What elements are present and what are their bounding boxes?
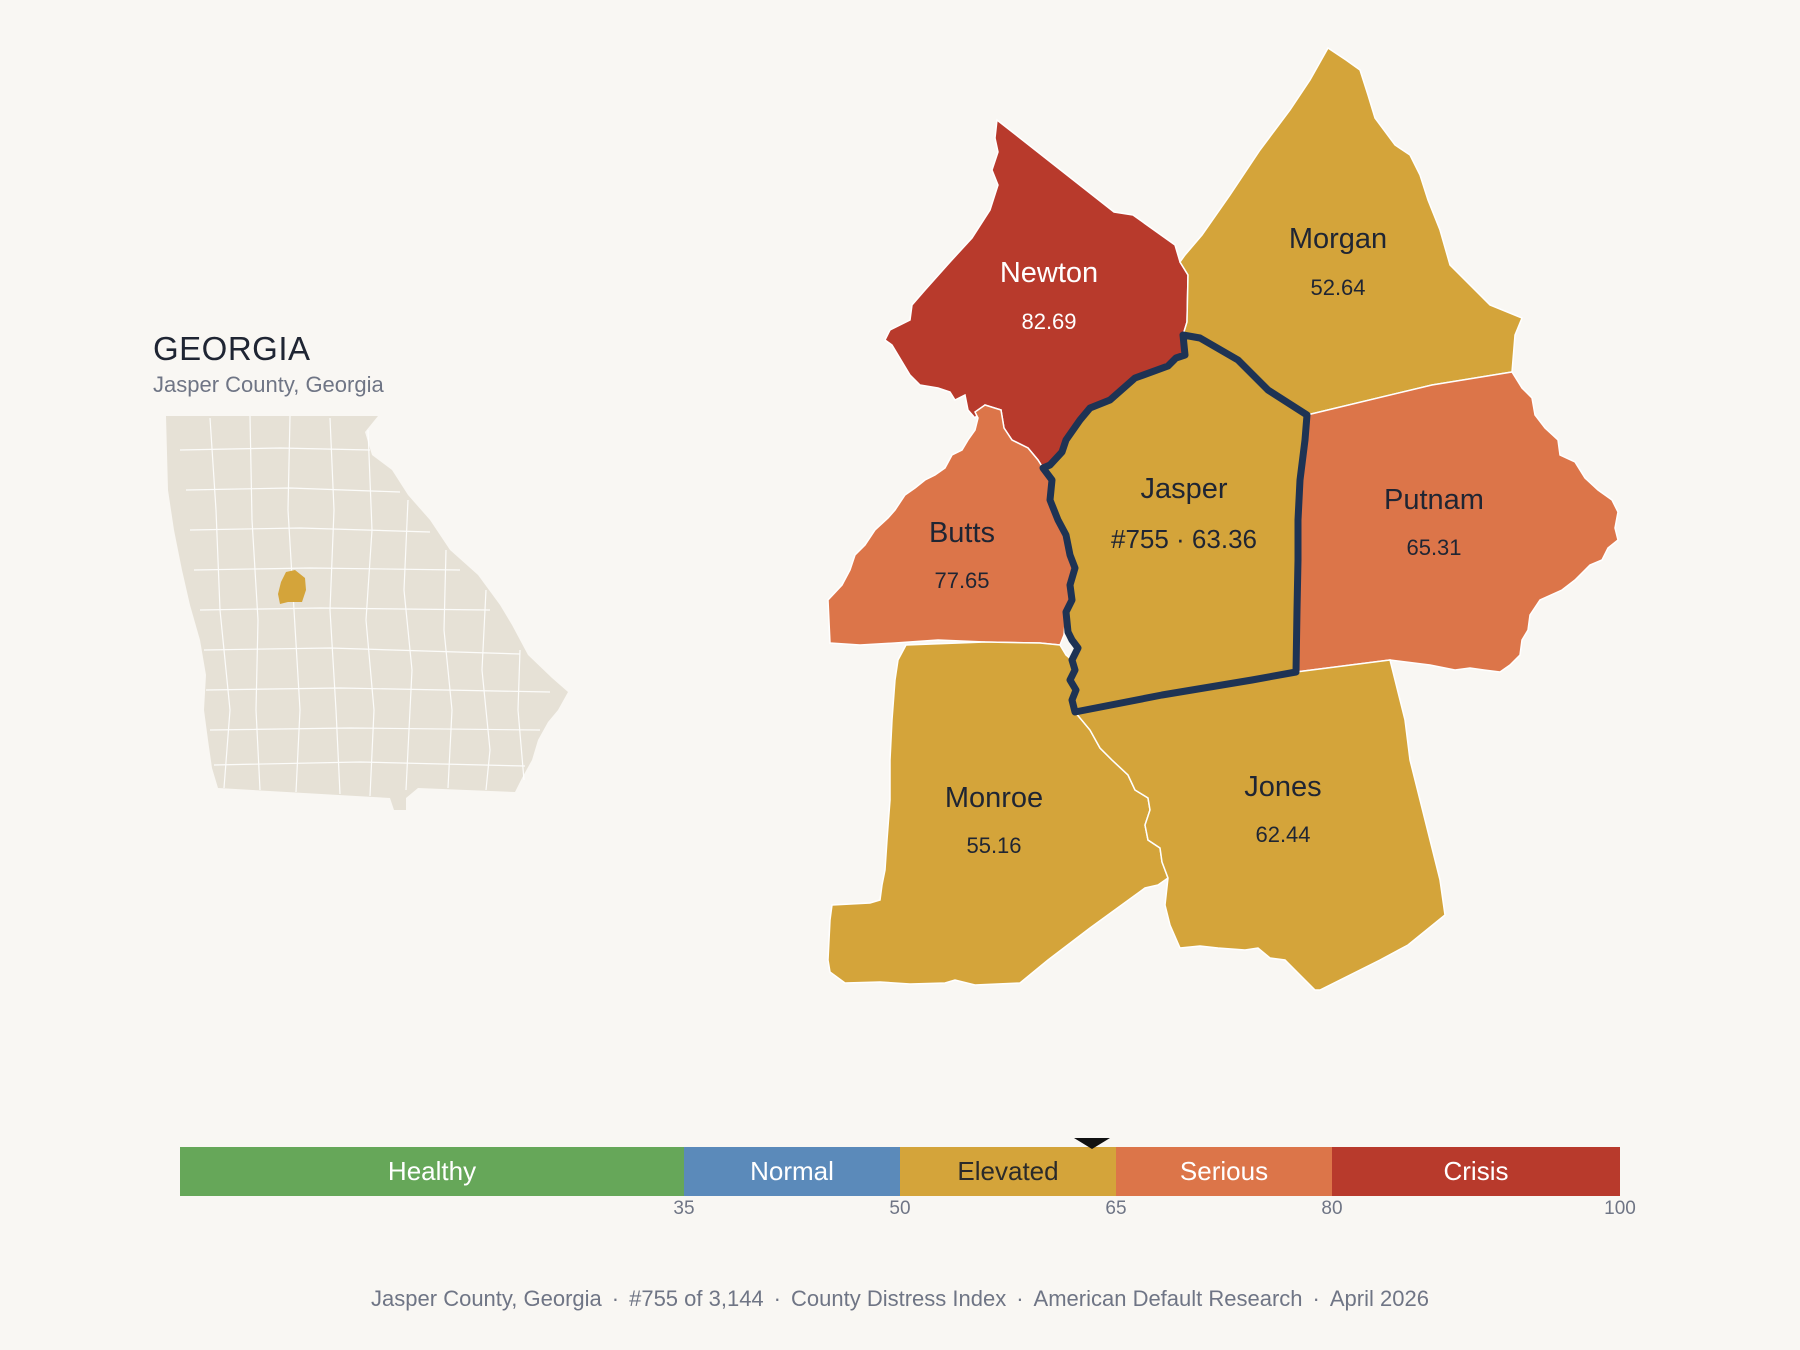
county-value-jasper: #755 · 63.36 — [1111, 524, 1257, 554]
jasper-county-highlight — [278, 570, 306, 604]
scale-tick: 65 — [1105, 1198, 1127, 1219]
county-value-butts: 77.65 — [934, 568, 989, 593]
county-value-morgan: 52.64 — [1310, 275, 1365, 300]
footer-county: Jasper County, Georgia — [371, 1286, 602, 1311]
state-title: GEORGIA — [153, 330, 311, 367]
county-label-morgan: Morgan — [1289, 223, 1387, 255]
footer-date: April 2026 — [1329, 1286, 1429, 1311]
inset-subtitle: Jasper County, Georgia — [153, 372, 384, 397]
scale-segment-crisis: Crisis — [1332, 1147, 1620, 1196]
county-jones[interactable] — [1073, 659, 1446, 991]
county-label-putnam: Putnam — [1384, 484, 1484, 516]
scale-segment-serious: Serious — [1116, 1147, 1332, 1196]
scale-segment-healthy: Healthy — [180, 1147, 684, 1196]
scale-segment-elevated: Elevated — [900, 1147, 1116, 1196]
state-locator-map — [166, 415, 568, 810]
county-label-jones: Jones — [1244, 771, 1321, 803]
county-label-jasper: Jasper — [1140, 473, 1227, 505]
scale-tick: 80 — [1321, 1198, 1343, 1219]
scale-tick: 50 — [889, 1198, 911, 1219]
score-marker — [1074, 1138, 1111, 1149]
county-label-monroe: Monroe — [945, 782, 1043, 814]
county-label-butts: Butts — [929, 517, 995, 549]
county-value-monroe: 55.16 — [966, 833, 1021, 858]
county-value-jones: 62.44 — [1255, 822, 1310, 847]
footer-source: American Default Research — [1033, 1286, 1303, 1311]
county-value-newton: 82.69 — [1021, 309, 1076, 334]
scale-tick: 35 — [673, 1198, 695, 1219]
scale-tick: 100 — [1604, 1198, 1636, 1219]
county-putnam[interactable] — [1295, 371, 1619, 673]
footer-rank: #755 of 3,144 — [629, 1286, 764, 1311]
scale-segment-normal: Normal — [684, 1147, 900, 1196]
county-label-newton: Newton — [1000, 257, 1098, 289]
footer-index: County Distress Index — [791, 1286, 1007, 1311]
county-value-putnam: 65.31 — [1406, 535, 1461, 560]
footer: Jasper County, Georgia · #755 of 3,144 · Cou… — [371, 1286, 1429, 1311]
selected-county-outline — [1039, 331, 1311, 716]
